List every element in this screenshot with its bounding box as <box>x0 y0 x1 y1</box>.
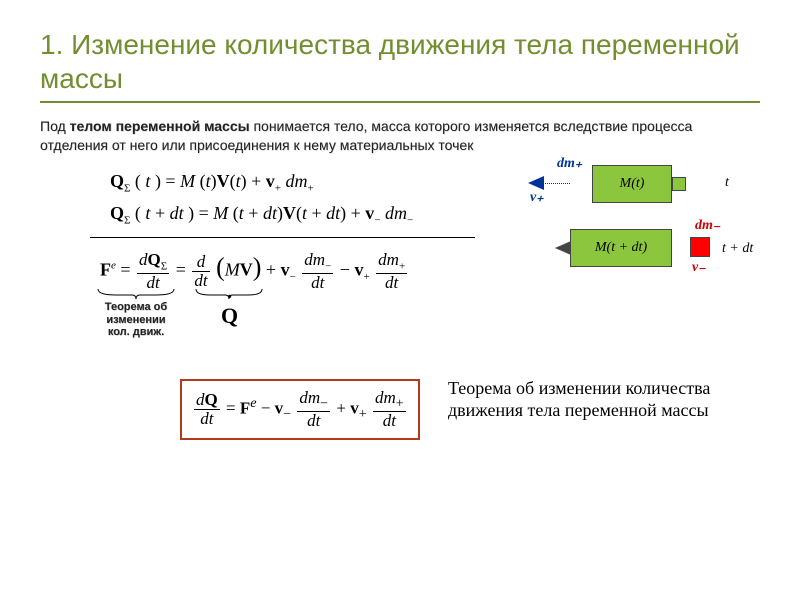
dm-minus-square <box>690 237 710 257</box>
equation-force: Fe = dQΣdt = ddt (MV) + v− dm−dt − v+ dm… <box>100 251 409 292</box>
dm-minus-label: dm₋ <box>695 217 720 234</box>
mass-box-t-label: M(t) <box>620 176 645 192</box>
mass-box-tdt-label: M(t + dt) <box>595 240 647 256</box>
mass-box-tdt-arrow <box>555 241 571 255</box>
underbrace-left <box>96 287 176 301</box>
mass-box-t: M(t) <box>592 165 672 203</box>
mass-box-tdt: M(t + dt) <box>570 229 672 267</box>
diagram: dm₊ v₊ M(t) t M(t + dt) dm₋ v₋ t + dt <box>500 159 790 309</box>
equation-separator <box>90 237 475 238</box>
dm-plus-label: dm₊ <box>557 155 582 172</box>
equation-q-t: QΣ ( t ) = M (t)V(t) + v+ dm+ <box>110 171 314 195</box>
intro-bold: телом переменной массы <box>70 118 250 134</box>
theorem-caption: Теорема об изменении количества движения… <box>448 377 718 422</box>
boxed-equation: dQdt = Fe − v− dm−dt + v+ dm+dt <box>180 379 420 440</box>
v-plus-arrow-head <box>528 176 544 190</box>
time-tdt-label: t + dt <box>722 241 753 257</box>
mass-box-t-stub <box>672 177 686 191</box>
q-dot-symbol: ·Q <box>221 303 238 329</box>
v-minus-label: v₋ <box>692 259 706 276</box>
equation-q-tdt: QΣ ( t + dt ) = M (t + dt)V(t + dt) + v−… <box>110 203 413 227</box>
intro-prefix: Под <box>40 118 70 134</box>
time-t-label: t <box>725 175 729 191</box>
content-area: QΣ ( t ) = M (t)V(t) + v+ dm+ QΣ ( t + d… <box>0 159 800 579</box>
underbrace-left-label: Теорема обизменениикол. движ. <box>90 301 182 339</box>
intro-paragraph: Под телом переменной массы понимается те… <box>0 103 800 159</box>
v-plus-label: v₊ <box>530 189 544 206</box>
slide-title: 1. Изменение количества движения тела пе… <box>0 0 800 101</box>
v-plus-arrow-line <box>542 183 570 184</box>
